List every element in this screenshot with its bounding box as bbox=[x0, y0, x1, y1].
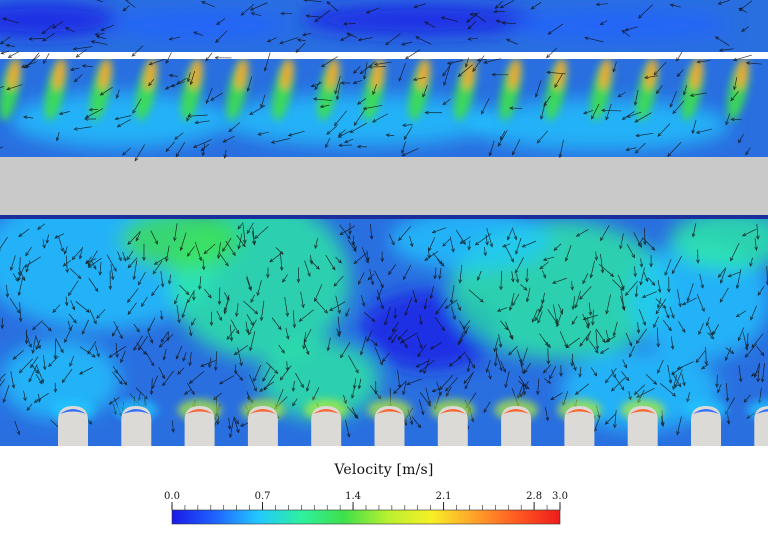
colorbar-gradient bbox=[171, 509, 561, 525]
colorbar-title: Velocity [m/s] bbox=[334, 462, 434, 478]
colorbar-tick-label: 0.7 bbox=[254, 491, 271, 502]
colorbar-tick-label: 1.4 bbox=[345, 491, 362, 502]
velocity-field-image bbox=[0, 0, 768, 446]
colorbar-tick-label: 2.8 bbox=[526, 491, 543, 502]
colorbar-tick-label: 3.0 bbox=[552, 491, 568, 502]
colorbar-minor-ticks bbox=[171, 505, 561, 510]
colorbar-tick-label: 2.1 bbox=[435, 491, 452, 502]
colorbar-tick-label: 0.0 bbox=[164, 491, 180, 502]
